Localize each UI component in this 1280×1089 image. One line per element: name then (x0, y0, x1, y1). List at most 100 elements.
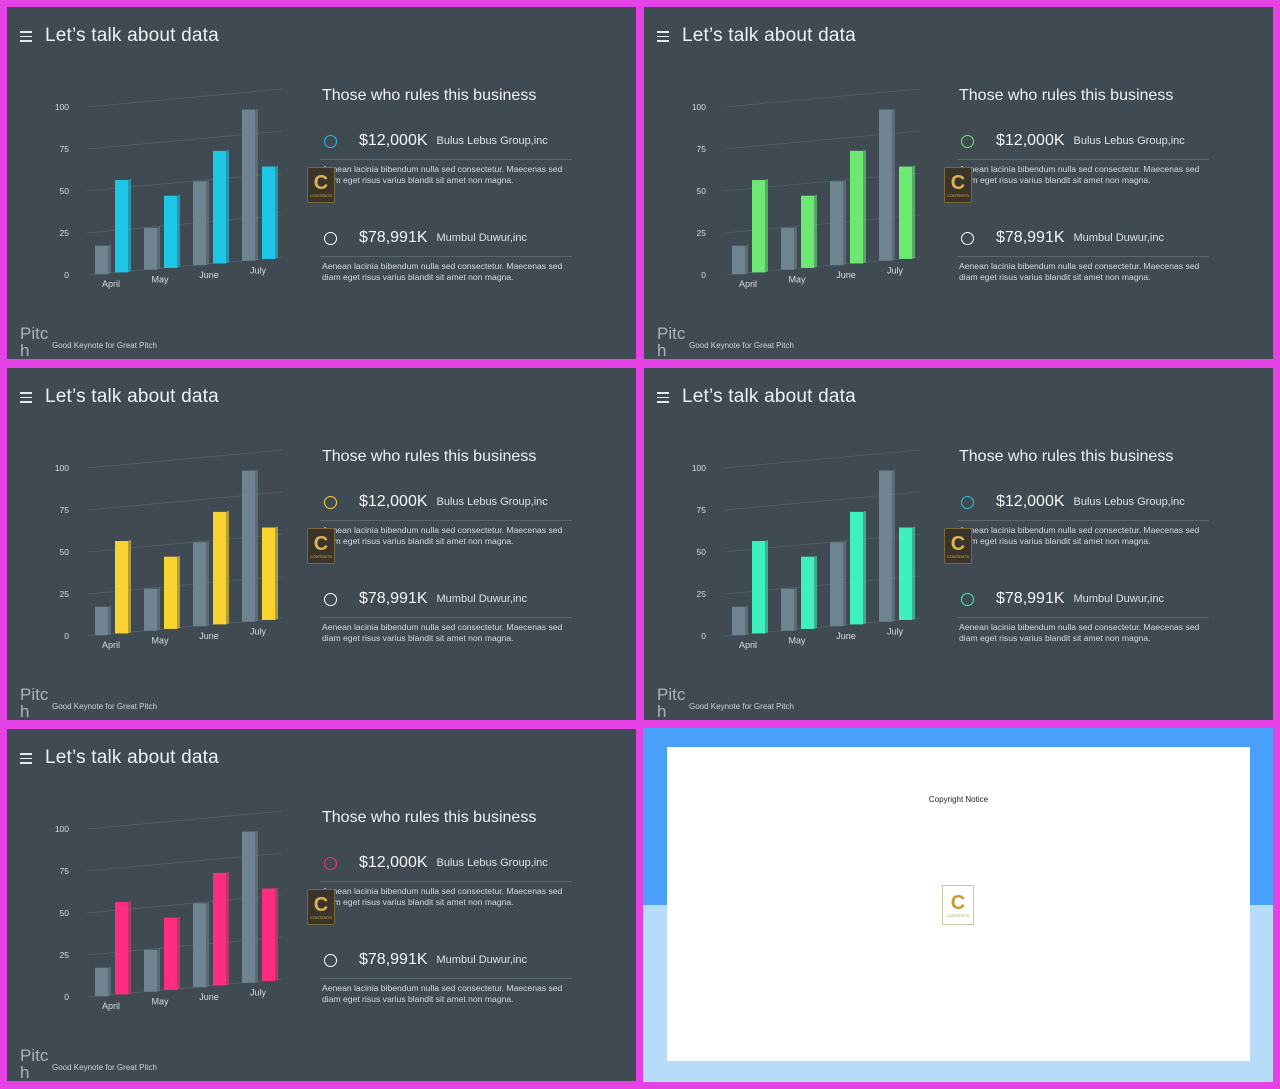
ring-icon (961, 592, 974, 606)
slide-4: Let’s talk about data 0 25 50 75 100 April May… (644, 368, 1273, 720)
bar-chart: 0 25 50 75 100 April May June July (672, 88, 932, 299)
entry-description: Aenean lacinia bibendum nulla sed consec… (322, 622, 563, 643)
bar-july-series-2 (899, 166, 912, 259)
bar-side (206, 541, 209, 627)
x-tick-label: April (102, 279, 120, 289)
menu-icon[interactable] (20, 753, 32, 764)
ring-icon (324, 592, 337, 606)
copyright-slide: Copyright Notice C CONTENTS (643, 728, 1273, 1082)
bar-side (863, 510, 866, 625)
chart-svg: 0 25 50 75 100 April May June July (692, 449, 921, 650)
chart-svg: 0 25 50 75 100 April May June July (692, 88, 921, 289)
bar-may-series-1 (144, 588, 157, 631)
bar-may-series-2 (801, 556, 814, 629)
bar-side (275, 526, 278, 620)
bar-side (794, 587, 797, 631)
slide-title: Let’s talk about data (45, 25, 219, 46)
bar-side (128, 901, 131, 995)
footer-tagline: Good Keynote for Great Pitch (52, 341, 157, 350)
bar-side (765, 179, 768, 273)
bar-june-series-1 (830, 542, 843, 627)
copyright-notice: Copyright Notice (928, 795, 989, 804)
slide-header: Let’s talk about data (20, 25, 219, 47)
bar-side (128, 179, 131, 273)
slide-title: Let’s talk about data (45, 747, 219, 768)
entry-description: Aenean lacinia bibendum nulla sed consec… (959, 622, 1200, 643)
entry-company: Bulus Lebus Group,inc (1073, 135, 1185, 147)
y-tick-label: 0 (701, 631, 706, 641)
contents-watermark-icon: C CONTENTS (307, 528, 335, 564)
bar-side (892, 469, 895, 622)
x-tick-label: July (887, 626, 904, 636)
ring-icon (961, 231, 974, 245)
bar-april-series-2 (752, 541, 765, 634)
menu-icon[interactable] (657, 392, 669, 403)
slide-header: Let’s talk about data (20, 747, 219, 769)
x-tick-label: May (151, 274, 169, 284)
bar-chart: 0 25 50 75 100 April May June July (35, 449, 295, 660)
slide-header: Let’s talk about data (20, 386, 219, 408)
bar-side (108, 244, 111, 275)
watermark-letter: C (950, 171, 966, 194)
bar-may-series-2 (801, 195, 814, 268)
divider (320, 159, 572, 160)
bar-chart: 0 25 50 75 100 April May June July (672, 449, 932, 660)
menu-icon[interactable] (20, 31, 32, 42)
bar-side (177, 194, 180, 268)
x-tick-label: July (887, 265, 904, 275)
footer-tagline: Good Keynote for Great Pitch (52, 1063, 157, 1072)
divider (320, 617, 572, 618)
entry-description: Aenean lacinia bibendum nulla sed consec… (959, 164, 1200, 185)
entry-company: Mumbul Duwur,inc (1073, 593, 1164, 605)
divider (320, 881, 572, 882)
bar-may-series-1 (144, 227, 157, 270)
entry-1: $12,000K Bulus Lebus Group,inc Aenean la… (320, 131, 580, 186)
entry-company: Mumbul Duwur,inc (1073, 232, 1164, 244)
y-tick-label: 75 (697, 505, 707, 515)
ring-icon (324, 231, 337, 245)
x-tick-label: June (199, 992, 219, 1002)
entry-2: $78,991K Mumbul Duwur,inc Aenean lacinia… (320, 228, 580, 283)
contents-logo-icon: C CONTENTS (942, 885, 974, 925)
footer-tagline: Good Keynote for Great Pitch (689, 702, 794, 711)
bar-side (794, 226, 797, 270)
bar-side (863, 149, 866, 264)
bar-side (177, 555, 180, 629)
bar-april-series-1 (732, 245, 745, 275)
divider (957, 520, 1209, 521)
chart-svg: 0 25 50 75 100 April May June July (55, 449, 284, 650)
y-tick-label: 100 (692, 463, 706, 473)
chart-svg: 0 25 50 75 100 April May June July (55, 810, 284, 1011)
entry-amount: $12,000K (996, 132, 1065, 149)
y-tick-label: 50 (60, 547, 70, 557)
y-tick-label: 50 (697, 547, 707, 557)
menu-icon[interactable] (657, 31, 669, 42)
entry-1: $12,000K Bulus Lebus Group,inc Aenean la… (320, 853, 580, 908)
bar-chart: 0 25 50 75 100 April May June July (35, 88, 295, 299)
x-tick-label: July (250, 987, 267, 997)
watermark-letter: C (313, 893, 329, 916)
x-tick-label: April (102, 640, 120, 650)
divider (957, 159, 1209, 160)
bar-april-series-1 (95, 606, 108, 636)
x-tick-label: May (151, 996, 169, 1006)
entry-description: Aenean lacinia bibendum nulla sed consec… (322, 983, 563, 1004)
divider (957, 617, 1209, 618)
watermark-letter: C (313, 171, 329, 194)
watermark-text: CONTENTS (947, 553, 969, 559)
panel-title: Those who rules this business (322, 448, 537, 465)
business-panel: Those who rules this business $12,000K B… (320, 809, 580, 1004)
entry-1: $12,000K Bulus Lebus Group,inc Aenean la… (957, 492, 1217, 547)
y-tick-label: 25 (60, 228, 70, 238)
bar-side (912, 165, 915, 259)
y-tick-label: 100 (692, 102, 706, 112)
y-tick-label: 0 (64, 270, 69, 280)
menu-icon[interactable] (20, 392, 32, 403)
logo-letter: C (950, 891, 966, 914)
y-tick-label: 75 (60, 505, 70, 515)
bar-side (226, 871, 229, 986)
entry-description: Aenean lacinia bibendum nulla sed consec… (322, 164, 563, 185)
bar-june-series-1 (193, 542, 206, 627)
bar-side (892, 108, 895, 261)
ring-icon (324, 134, 337, 148)
